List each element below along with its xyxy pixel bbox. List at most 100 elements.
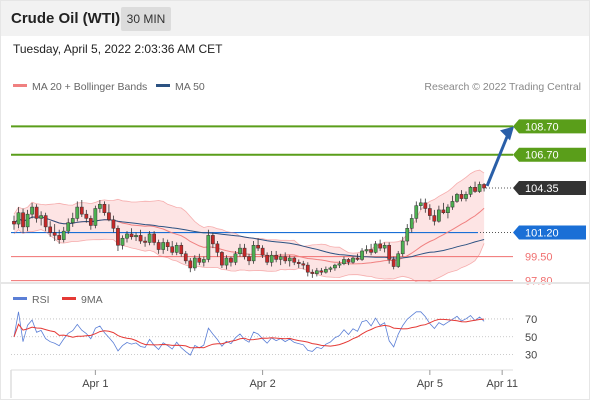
candle [233, 253, 238, 263]
candle [278, 256, 283, 260]
candle [147, 233, 152, 243]
credit-text: Research © 2022 Trading Central [424, 81, 581, 93]
timeframe-badge[interactable]: 30 MIN [121, 7, 171, 31]
candle [423, 202, 428, 209]
candle [125, 233, 129, 239]
candle [16, 212, 21, 225]
level-target: 106.70 [11, 147, 586, 162]
candle [170, 246, 175, 253]
candle [342, 259, 346, 264]
candle [256, 245, 260, 249]
chart-header: Crude Oil (WTI) 30 MIN [0, 0, 590, 36]
candle [197, 257, 202, 263]
candle [98, 203, 102, 209]
candle [283, 256, 288, 262]
candle [409, 218, 414, 229]
candle [120, 237, 125, 246]
instrument-title: Crude Oil (WTI) [11, 10, 121, 27]
level-label: 106.70 [525, 150, 559, 162]
candle [242, 247, 247, 257]
candle [188, 260, 193, 269]
candle [161, 242, 166, 250]
legend-swatch [13, 297, 27, 300]
candle [292, 257, 297, 263]
candle [215, 243, 220, 253]
candle [34, 206, 39, 219]
candle [378, 243, 382, 249]
candle [66, 222, 71, 232]
timestamp: Tuesday, April 5, 2022 2:03:36 AM CET [13, 42, 223, 56]
candle [107, 212, 111, 221]
level-label: 104.35 [525, 183, 559, 195]
candle [79, 206, 84, 215]
candle [269, 254, 274, 263]
candle [224, 257, 229, 266]
candle [446, 206, 450, 213]
candle [57, 235, 62, 240]
candle [75, 206, 80, 219]
level-support: 97.80 [11, 276, 553, 288]
candle [274, 254, 279, 260]
candle [192, 257, 197, 269]
candle [437, 209, 441, 222]
level-label: 108.70 [525, 121, 559, 133]
candle [441, 209, 446, 213]
candle [102, 203, 107, 213]
level-label: 99.50 [525, 252, 553, 264]
candle [152, 233, 156, 243]
legend-label: MA 50 [175, 81, 205, 93]
legend-label: RSI [32, 294, 50, 306]
candle [52, 232, 57, 236]
candle [287, 257, 292, 262]
rsi-tick-label: 70 [525, 314, 537, 326]
candle [337, 263, 342, 266]
candle [93, 208, 98, 226]
level-label: 101.20 [525, 228, 559, 240]
forecast-arrow [485, 133, 510, 187]
candle [265, 254, 269, 263]
candle [296, 262, 301, 264]
candle [391, 259, 396, 267]
candle [238, 247, 242, 255]
candle [324, 269, 328, 273]
level-support: 99.50 [11, 252, 553, 264]
candle [369, 249, 373, 253]
rsi-tick-label: 30 [525, 350, 537, 362]
candle [455, 194, 459, 202]
bollinger-band-fill [14, 170, 485, 284]
candle [373, 243, 378, 253]
candle [39, 215, 43, 219]
candle [414, 205, 419, 219]
candle [138, 235, 143, 242]
candle [165, 242, 170, 247]
candle [220, 252, 224, 266]
candle [84, 213, 89, 219]
candle [477, 184, 482, 192]
candle [482, 184, 486, 189]
candle [468, 187, 473, 195]
level-box [513, 180, 586, 195]
level-box [513, 119, 586, 134]
legend-label: MA 20 + Bollinger Bands [32, 81, 147, 93]
candle [405, 228, 410, 242]
candle [12, 220, 16, 225]
candle [351, 257, 355, 263]
rsi-ma-line [13, 318, 485, 349]
legend-swatch [156, 84, 170, 87]
candle [48, 226, 53, 233]
candle [183, 253, 188, 262]
candle [346, 259, 351, 263]
candle [305, 264, 310, 273]
candle [206, 235, 211, 260]
candle [314, 270, 319, 274]
candles [12, 181, 486, 278]
candle [310, 271, 315, 274]
candle [25, 213, 30, 228]
legend-swatch [62, 297, 76, 300]
level-label: 97.80 [525, 276, 553, 288]
candle [143, 240, 147, 243]
candle [116, 228, 120, 246]
candle [61, 230, 66, 240]
x-tick-label: Apr 11 [486, 378, 518, 390]
